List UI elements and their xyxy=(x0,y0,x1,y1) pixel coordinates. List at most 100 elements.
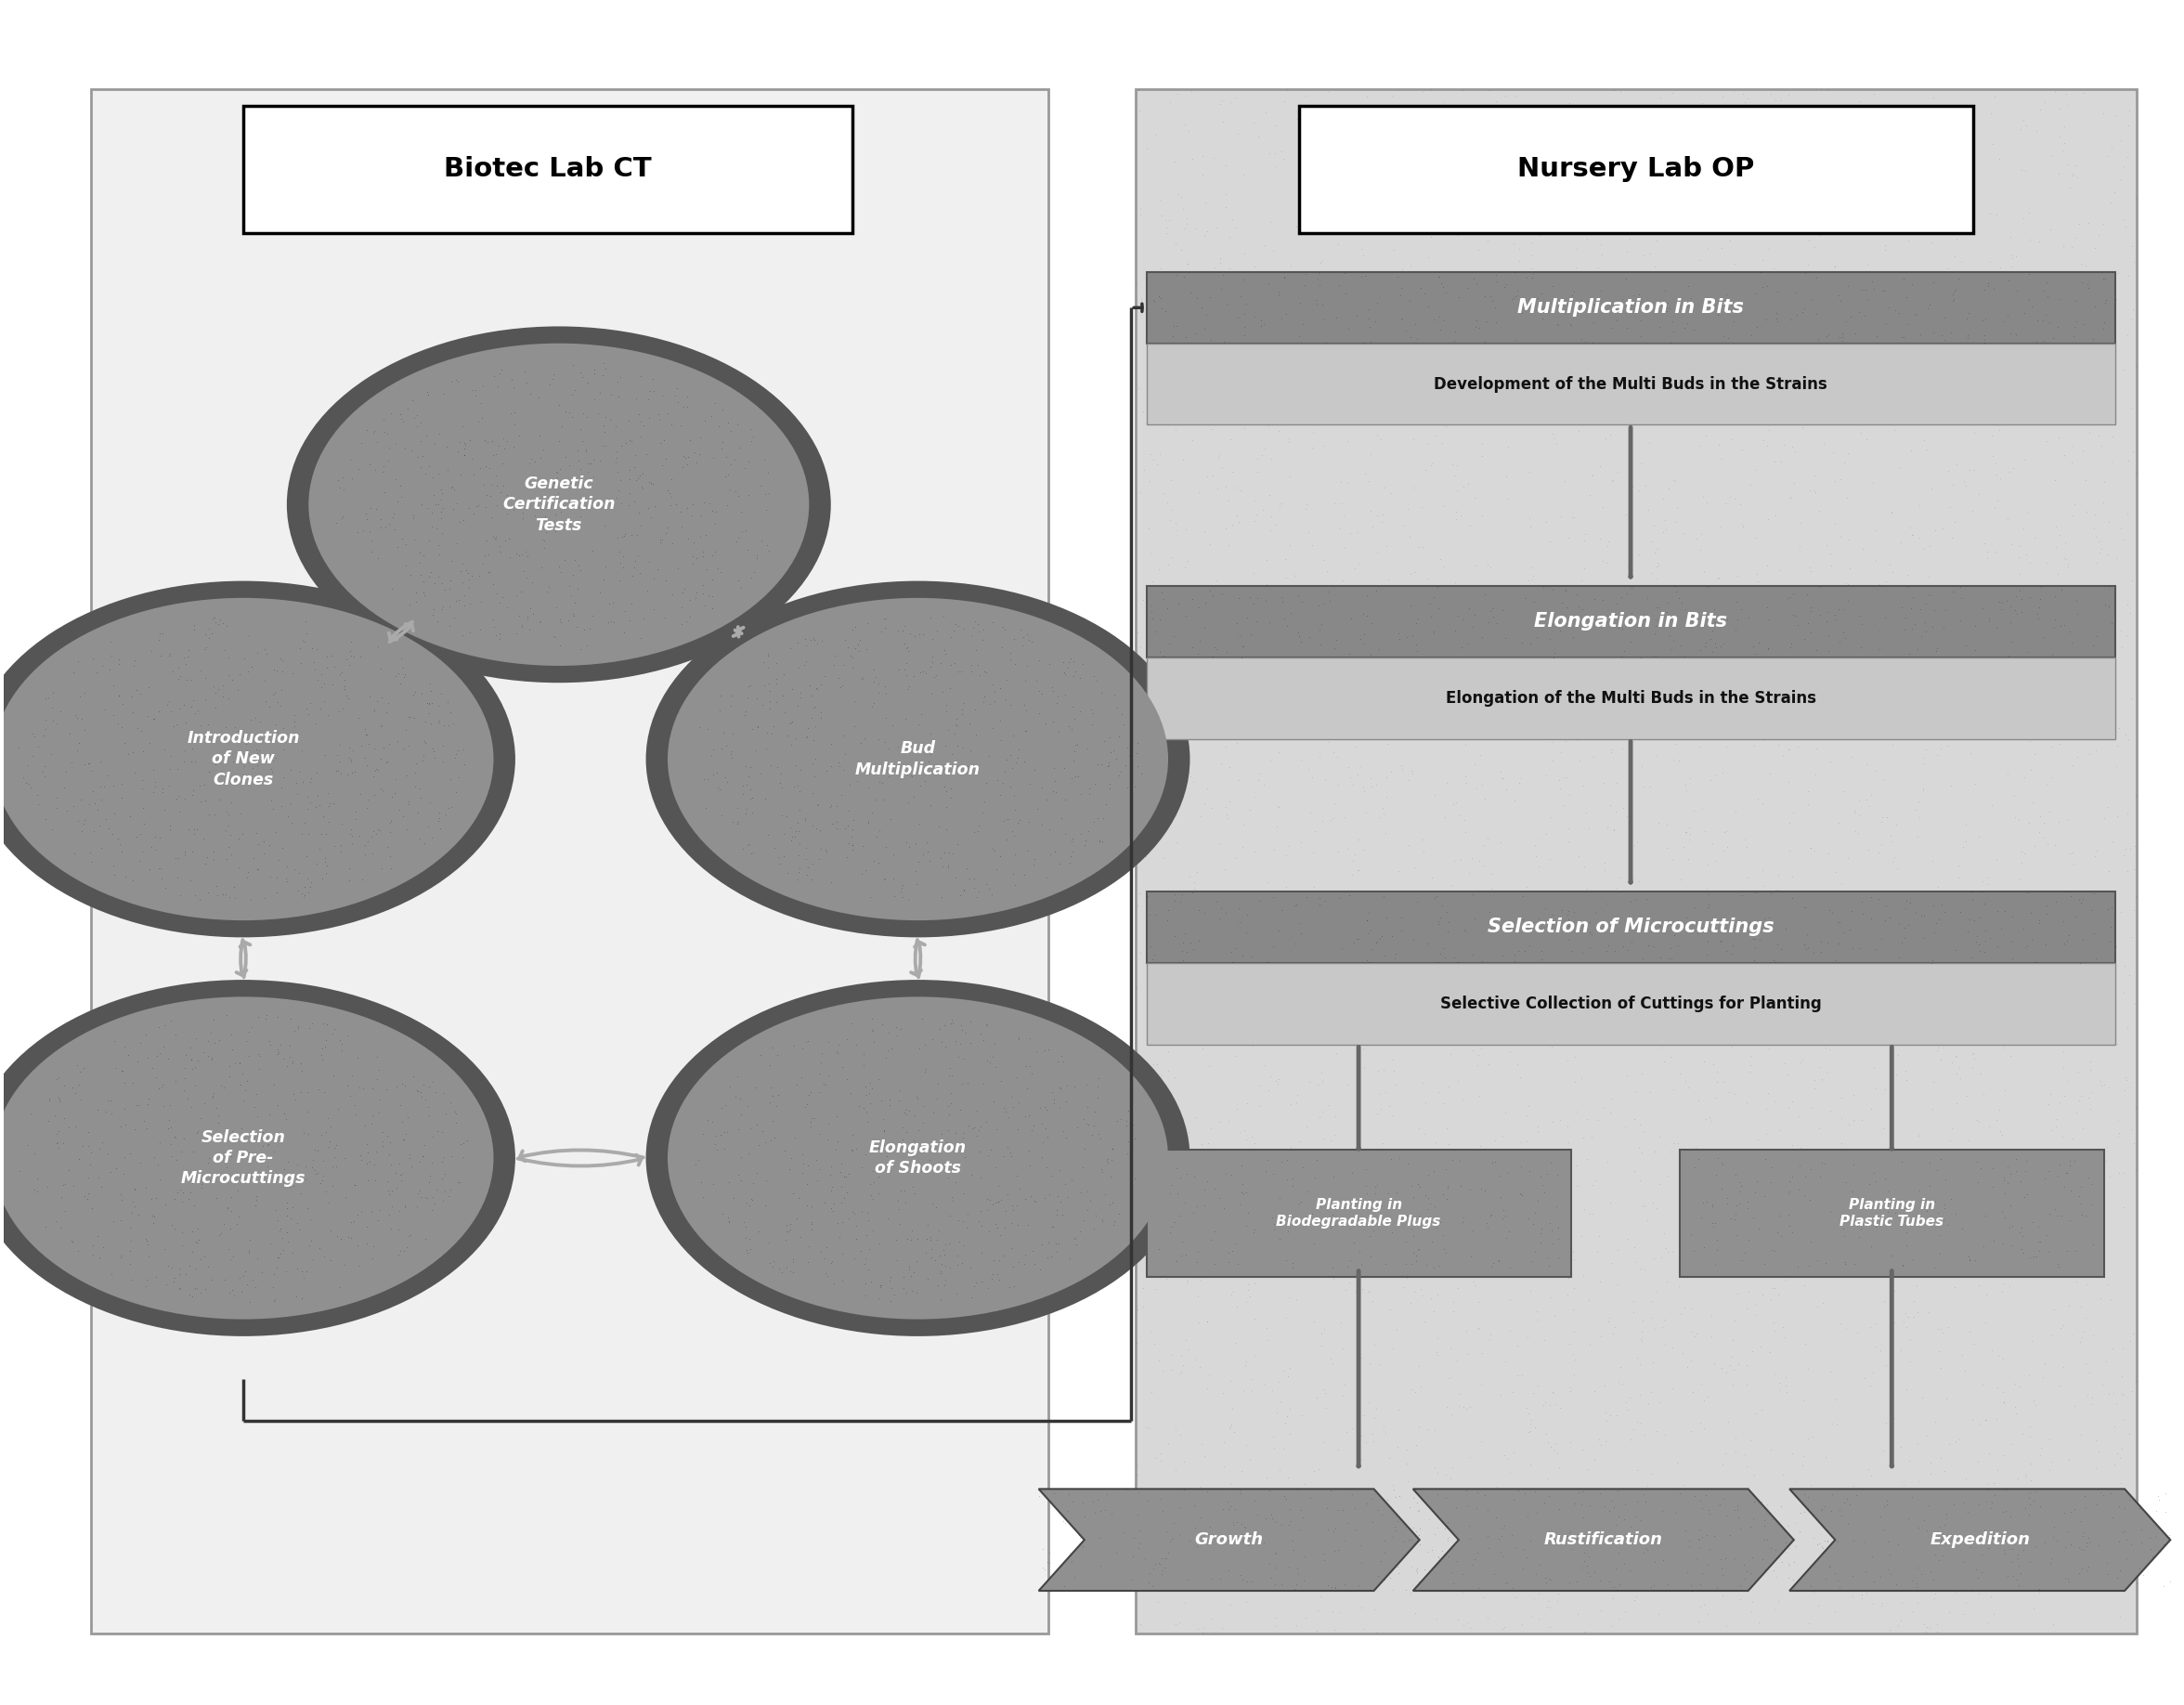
Point xyxy=(1249,546,1284,573)
Point xyxy=(341,1043,376,1071)
Point xyxy=(1673,1158,1708,1185)
Point xyxy=(1778,438,1813,465)
Point xyxy=(1994,916,2029,943)
Point xyxy=(1299,1490,1334,1517)
Point xyxy=(1614,1487,1649,1514)
Point xyxy=(1902,321,1937,348)
Point xyxy=(1533,1613,1568,1640)
Point xyxy=(83,1173,118,1200)
Point xyxy=(1734,321,1769,348)
Point xyxy=(1771,1178,1806,1205)
Point xyxy=(865,786,900,813)
Point xyxy=(684,1168,719,1195)
Point xyxy=(952,1030,987,1057)
Point xyxy=(173,866,207,893)
Point xyxy=(1870,148,1904,176)
Point xyxy=(1970,341,2005,368)
Point xyxy=(1972,1582,2007,1610)
Point xyxy=(1874,1241,1909,1269)
Point xyxy=(1540,1178,1575,1205)
Point xyxy=(1874,822,1909,849)
Point xyxy=(2016,789,2051,817)
Point xyxy=(1184,1504,1219,1531)
Point xyxy=(1900,1589,1935,1616)
Point xyxy=(1848,1528,1883,1555)
Point xyxy=(1979,897,2014,924)
Point xyxy=(1437,317,1472,344)
Point xyxy=(1125,587,1160,614)
Point xyxy=(1684,1371,1719,1398)
Point xyxy=(168,1064,203,1091)
Point xyxy=(1437,943,1472,970)
Point xyxy=(874,805,909,832)
Point xyxy=(1961,824,1996,851)
Point xyxy=(2057,1391,2092,1419)
Point xyxy=(70,1132,105,1159)
Point xyxy=(1168,251,1203,278)
Point xyxy=(1725,510,1760,537)
Point xyxy=(836,687,871,714)
Point xyxy=(146,1236,181,1263)
Point xyxy=(194,1020,229,1047)
Point xyxy=(1998,242,2033,269)
Point xyxy=(1776,800,1811,827)
Point xyxy=(1465,851,1500,878)
Point xyxy=(1588,856,1623,883)
Point xyxy=(782,1185,817,1212)
Point xyxy=(2116,991,2151,1018)
Point xyxy=(1503,1153,1538,1180)
Point xyxy=(177,1192,212,1219)
Point xyxy=(1638,1548,1673,1575)
Point xyxy=(1035,1161,1070,1188)
Point xyxy=(1998,646,2033,673)
Point xyxy=(382,401,417,428)
Point xyxy=(1131,1546,1166,1574)
Point xyxy=(1129,883,1164,910)
Point xyxy=(1457,217,1492,244)
Point xyxy=(2007,902,2042,929)
Point xyxy=(2040,1526,2075,1553)
Point xyxy=(1821,627,1856,655)
Point xyxy=(1334,607,1369,634)
Point xyxy=(2084,1371,2118,1398)
Point xyxy=(234,706,269,733)
Point xyxy=(1208,793,1243,820)
Point xyxy=(1647,1422,1682,1449)
Point xyxy=(631,547,666,575)
Point xyxy=(1441,933,1476,960)
Point xyxy=(1551,1280,1586,1308)
Point xyxy=(1679,909,1714,936)
Point xyxy=(1051,713,1085,740)
Point xyxy=(349,1229,384,1257)
Point xyxy=(1201,1185,1236,1212)
Point xyxy=(891,887,926,914)
Point xyxy=(935,776,970,803)
Point xyxy=(1531,101,1566,128)
Point xyxy=(1201,573,1236,600)
Point xyxy=(402,1183,437,1211)
Point xyxy=(2110,143,2145,170)
Point xyxy=(2108,1517,2143,1545)
Point xyxy=(1433,142,1468,169)
Point xyxy=(1876,1384,1911,1412)
Point xyxy=(229,731,264,759)
Point xyxy=(616,554,651,581)
Point xyxy=(173,1033,207,1061)
Point xyxy=(535,365,570,392)
Point xyxy=(170,636,205,663)
Point xyxy=(1675,1577,1710,1604)
Point xyxy=(1221,685,1256,713)
Point xyxy=(1747,1146,1782,1173)
Point xyxy=(260,689,295,716)
Point xyxy=(994,691,1029,718)
Point xyxy=(782,854,817,881)
Point xyxy=(557,377,592,404)
Point xyxy=(2005,1240,2040,1267)
Point xyxy=(1747,389,1782,416)
Point xyxy=(1090,1149,1125,1176)
Point xyxy=(2005,1234,2040,1262)
Point xyxy=(1865,766,1900,793)
Point xyxy=(1374,479,1409,506)
Point xyxy=(740,1112,775,1139)
Point xyxy=(1872,904,1907,931)
